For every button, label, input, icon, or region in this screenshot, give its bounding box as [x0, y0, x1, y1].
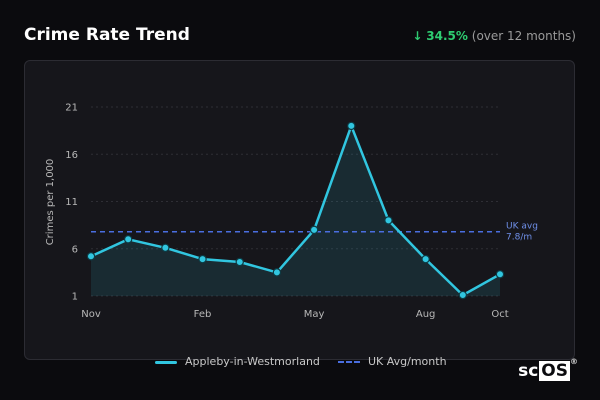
y-tick-label: 1 [72, 292, 78, 303]
data-point [123, 235, 133, 244]
series-area [91, 125, 500, 297]
data-point [495, 270, 505, 279]
data-point [347, 121, 356, 131]
series-line [90, 124, 501, 297]
x-tick-label: Aug [416, 309, 436, 320]
data-point [384, 216, 393, 225]
legend-label-series: Appleby-in-Westmorland [185, 355, 320, 368]
x-tick-label: Oct [491, 309, 508, 320]
chart-card [24, 60, 575, 360]
data-point [458, 290, 468, 300]
uk-average-label: UK avg [506, 222, 538, 232]
change-indicator: ↓ 34.5% (over 12 months) [412, 29, 576, 43]
change-percentage: 34.5% [426, 29, 468, 43]
y-tick-label: 21 [65, 103, 78, 114]
data-point [161, 243, 170, 253]
legend-swatch-series [155, 360, 177, 364]
data-point [198, 254, 207, 264]
uk-average-value-label: 7.8/m [506, 233, 532, 243]
chart-legend: Appleby-in-Westmorland UK Avg/month [0, 355, 600, 371]
x-tick-label: May [304, 309, 325, 320]
x-tick-label: Feb [194, 309, 212, 320]
y-tick-label: 11 [65, 197, 78, 208]
data-point [272, 268, 282, 277]
brand-logo: sc OS ® [518, 357, 578, 381]
down-arrow-icon: ↓ [412, 29, 423, 43]
data-point [421, 254, 430, 264]
data-point [309, 225, 319, 235]
legend-item-series[interactable]: Appleby-in-Westmorland [155, 355, 320, 368]
chart-title: Crime Rate Trend [24, 25, 190, 45]
y-tick-label: 6 [72, 244, 78, 255]
legend-swatch-reference [338, 361, 360, 363]
y-tick-label: 16 [65, 150, 78, 161]
y-axis-label: Crimes per 1,000 [45, 159, 56, 246]
legend-label-reference: UK Avg/month [368, 355, 447, 368]
legend-item-reference[interactable]: UK Avg/month [338, 355, 447, 368]
x-tick-label: Nov [81, 309, 101, 320]
change-period: (over 12 months) [471, 29, 576, 43]
data-point [86, 252, 96, 261]
data-point [235, 257, 244, 267]
